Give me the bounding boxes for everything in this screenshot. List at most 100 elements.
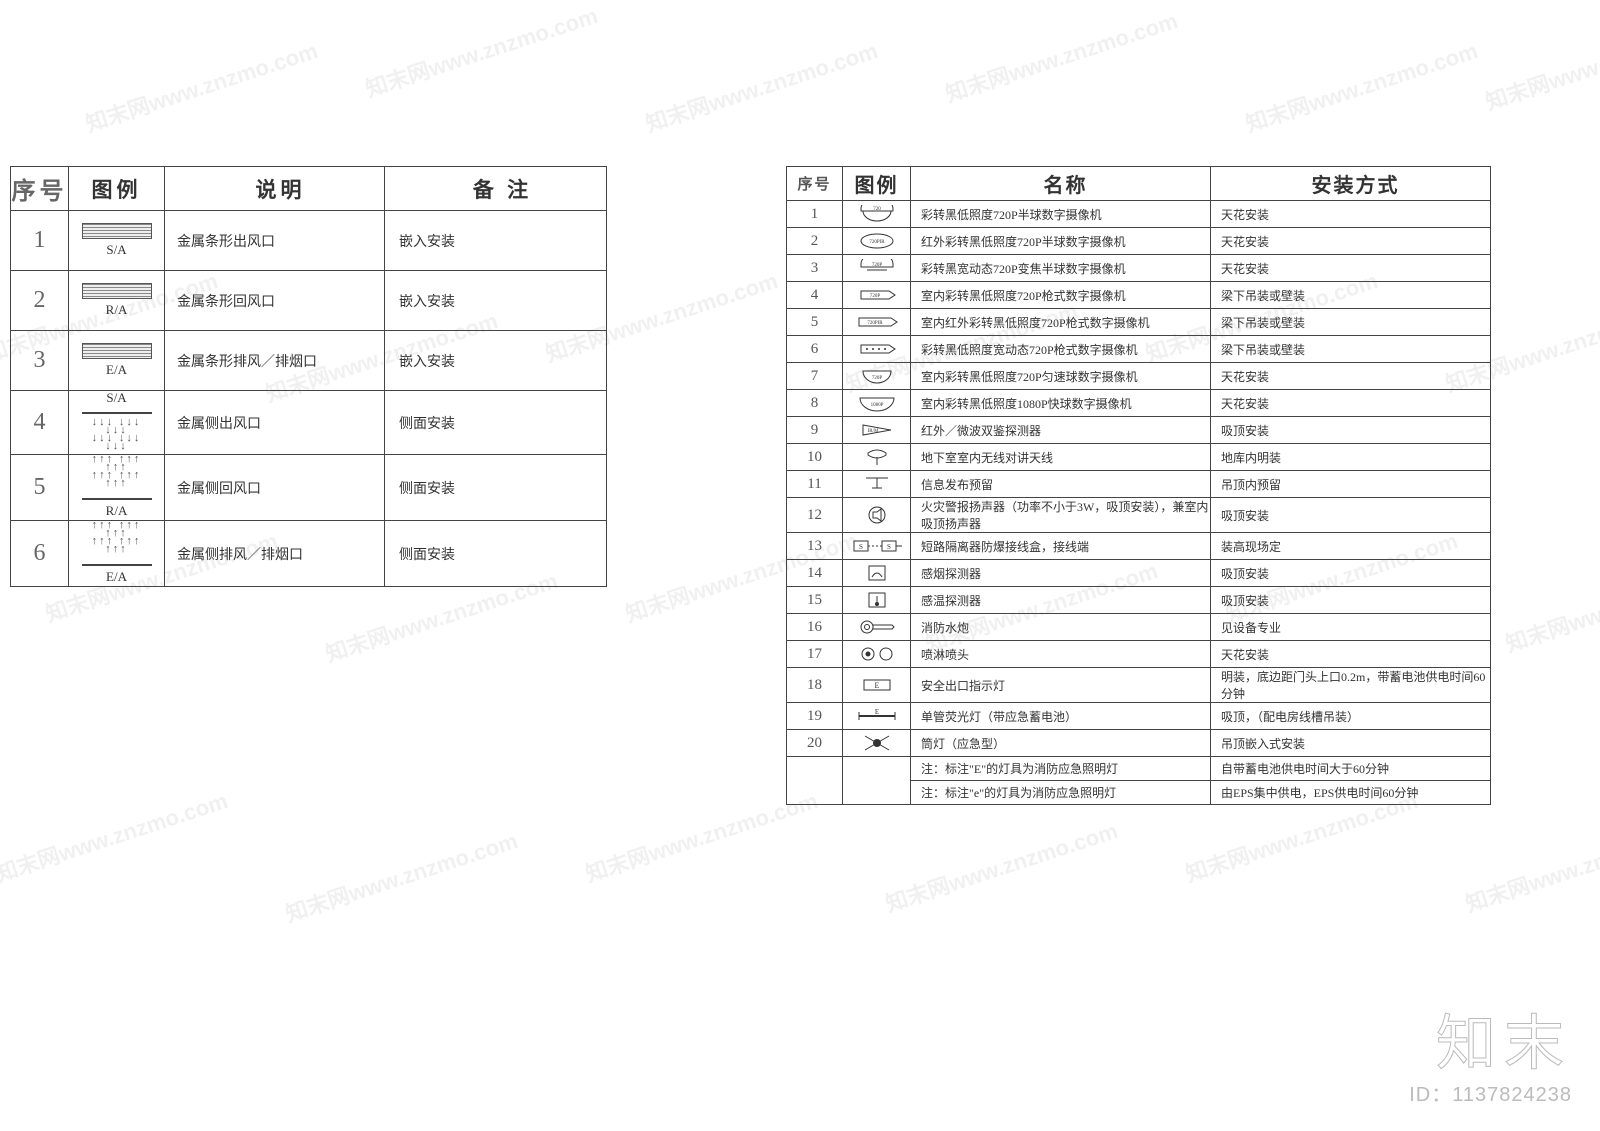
table-row: 9IR/M红外／微波双鉴探测器吸顶安装 — [787, 417, 1491, 444]
cell-install: 吸顶，（配电房线槽吊装） — [1211, 703, 1491, 730]
brand-id-label: ID： — [1409, 1084, 1452, 1106]
cell-name: 室内彩转黑低照度720P匀速球数字摄像机 — [911, 363, 1211, 390]
watermark-text: 知末网www.znzmo.com — [1461, 813, 1600, 918]
table-row: 5720PIR室内红外彩转黑低照度720P枪式数字摄像机梁下吊装或壁装 — [787, 309, 1491, 336]
svg-text:IR/M: IR/M — [867, 429, 878, 434]
table-row: 4S/A↓↓↓ ↓↓↓ ↓↓↓↓↓↓ ↓↓↓ ↓↓↓金属侧出风口侧面安装 — [11, 391, 607, 455]
table-row: 6彩转黑低照度宽动态720P枪式数字摄像机梁下吊装或壁装 — [787, 336, 1491, 363]
watermark-text: 知末网www.znzmo.com — [941, 3, 1181, 108]
cell-note: 嵌入安装 — [385, 211, 607, 271]
cell-seq: 1 — [787, 201, 843, 228]
watermark-text: 知末网www.znzmo.com — [1501, 553, 1600, 658]
cell-name: 室内彩转黑低照度1080P快球数字摄像机 — [911, 390, 1211, 417]
cell-name: 地下室室内无线对讲天线 — [911, 444, 1211, 471]
table-row: 7720P室内彩转黑低照度720P匀速球数字摄像机天花安装 — [787, 363, 1491, 390]
cell-name: 消防水炮 — [911, 614, 1211, 641]
cell-symbol — [843, 730, 911, 757]
cell-empty — [843, 757, 911, 805]
cell-symbol: IR/M — [843, 417, 911, 444]
col-install: 安装方式 — [1211, 167, 1491, 201]
cell-name: 感烟探测器 — [911, 560, 1211, 587]
cell-seq: 9 — [787, 417, 843, 444]
cell-seq: 20 — [787, 730, 843, 757]
col-name: 名称 — [911, 167, 1211, 201]
cell-install: 梁下吊装或壁装 — [1211, 282, 1491, 309]
cell-note: 侧面安装 — [385, 455, 607, 521]
cell-install: 吸顶安装 — [1211, 417, 1491, 444]
cell-desc: 金属条形排风／排烟口 — [165, 331, 385, 391]
cell-note-install: 由EPS集中供电，EPS供电时间60分钟 — [1211, 781, 1491, 805]
cell-seq: 5 — [787, 309, 843, 336]
table-row: 1S/A金属条形出风口嵌入安装 — [11, 211, 607, 271]
watermark-text: 知末网www.znzmo.com — [81, 33, 321, 138]
right-table-container: 序号 图例 名称 安装方式 1720彩转黑低照度720P半球数字摄像机天花安装2… — [786, 166, 1491, 805]
cell-seq: 3 — [787, 255, 843, 282]
cell-install: 天花安装 — [1211, 363, 1491, 390]
cell-seq: 17 — [787, 641, 843, 668]
table-row: 81080P室内彩转黑低照度1080P快球数字摄像机天花安装 — [787, 390, 1491, 417]
cell-note-install: 自带蓄电池供电时间大于60分钟 — [1211, 757, 1491, 781]
cell-install: 吸顶安装 — [1211, 587, 1491, 614]
cell-install: 见设备专业 — [1211, 614, 1491, 641]
cell-seq: 6 — [787, 336, 843, 363]
table-row: 2R/A金属条形回风口嵌入安装 — [11, 271, 607, 331]
cell-seq: 2 — [11, 271, 69, 331]
cell-install: 梁下吊装或壁装 — [1211, 336, 1491, 363]
cell-seq: 11 — [787, 471, 843, 498]
table-header-row: 序号 图例 说明 备 注 — [11, 167, 607, 211]
cell-desc: 金属条形回风口 — [165, 271, 385, 331]
cell-install: 吊顶嵌入式安装 — [1211, 730, 1491, 757]
cell-note: 嵌入安装 — [385, 271, 607, 331]
cell-symbol: S/A↓↓↓ ↓↓↓ ↓↓↓↓↓↓ ↓↓↓ ↓↓↓ — [69, 391, 165, 455]
cell-symbol: 720P — [843, 255, 911, 282]
cell-seq: 8 — [787, 390, 843, 417]
brand-id-value: 1137824238 — [1452, 1084, 1572, 1106]
table-row: 10地下室室内无线对讲天线地库内明装 — [787, 444, 1491, 471]
cell-name: 单管荧光灯（带应急蓄电池） — [911, 703, 1211, 730]
cell-name: 短路隔离器防爆接线盒，接线端 — [911, 533, 1211, 560]
cell-symbol: R/A — [69, 271, 165, 331]
table-row: 1720彩转黑低照度720P半球数字摄像机天花安装 — [787, 201, 1491, 228]
cell-seq: 1 — [11, 211, 69, 271]
watermark-text: 知末网www.znzmo.com — [881, 813, 1121, 918]
legend-table-ventilation: 序号 图例 说明 备 注 1S/A金属条形出风口嵌入安装2R/A金属条形回风口嵌… — [10, 166, 607, 587]
cell-install: 吸顶安装 — [1211, 560, 1491, 587]
col-seq: 序号 — [787, 167, 843, 201]
table-row: 20筒灯（应急型）吊顶嵌入式安装 — [787, 730, 1491, 757]
cell-install: 吊顶内预留 — [1211, 471, 1491, 498]
cell-seq: 4 — [11, 391, 69, 455]
watermark-text: 知末网www.znzmo.com — [361, 0, 601, 104]
cell-name: 火灾警报扬声器（功率不小于3W，吸顶安装），兼室内吸顶扬声器 — [911, 498, 1211, 533]
cell-symbol — [843, 471, 911, 498]
table-row: 5↑↑↑ ↑↑↑ ↑↑↑↑↑↑ ↑↑↑ ↑↑↑R/A金属侧回风口侧面安装 — [11, 455, 607, 521]
cell-install: 装高现场定 — [1211, 533, 1491, 560]
watermark-text: 知末网www.znzmo.com — [641, 33, 881, 138]
svg-text:720PIR: 720PIR — [869, 240, 885, 245]
cell-note: 嵌入安装 — [385, 331, 607, 391]
cell-symbol: ↑↑↑ ↑↑↑ ↑↑↑↑↑↑ ↑↑↑ ↑↑↑E/A — [69, 521, 165, 587]
watermark-text: 知末网www.znzmo.com — [0, 783, 231, 888]
cell-install: 天花安装 — [1211, 390, 1491, 417]
page-canvas: 知末网www.znzmo.com 知末网www.znzmo.com 知末网www.z… — [0, 0, 1600, 1131]
table-row: 3E/A金属条形排风／排烟口嵌入安装 — [11, 331, 607, 391]
cell-seq: 19 — [787, 703, 843, 730]
svg-text:720PIR: 720PIR — [867, 321, 883, 326]
cell-symbol: 720PIR — [843, 228, 911, 255]
legend-table-devices: 序号 图例 名称 安装方式 1720彩转黑低照度720P半球数字摄像机天花安装2… — [786, 166, 1491, 805]
cell-install: 明装，底边距门头上口0.2m，带蓄电池供电时间60分钟 — [1211, 668, 1491, 703]
cell-note: 侧面安装 — [385, 391, 607, 455]
table-row: 13SS短路隔离器防爆接线盒，接线端装高现场定 — [787, 533, 1491, 560]
cell-symbol: E — [843, 703, 911, 730]
table-row: 19E单管荧光灯（带应急蓄电池）吸顶，（配电房线槽吊装） — [787, 703, 1491, 730]
cell-seq: 15 — [787, 587, 843, 614]
table-row: 2720PIR红外彩转黑低照度720P半球数字摄像机天花安装 — [787, 228, 1491, 255]
watermark-text: 知末网www.znzmo.com — [1241, 33, 1481, 138]
cell-note-name: 注：标注"e"的灯具为消防应急照明灯 — [911, 781, 1211, 805]
cell-seq: 10 — [787, 444, 843, 471]
col-symbol: 图例 — [843, 167, 911, 201]
cell-seq: 5 — [11, 455, 69, 521]
cell-seq: 6 — [11, 521, 69, 587]
cell-symbol — [843, 444, 911, 471]
cell-seq: 13 — [787, 533, 843, 560]
svg-text:E: E — [874, 681, 879, 690]
